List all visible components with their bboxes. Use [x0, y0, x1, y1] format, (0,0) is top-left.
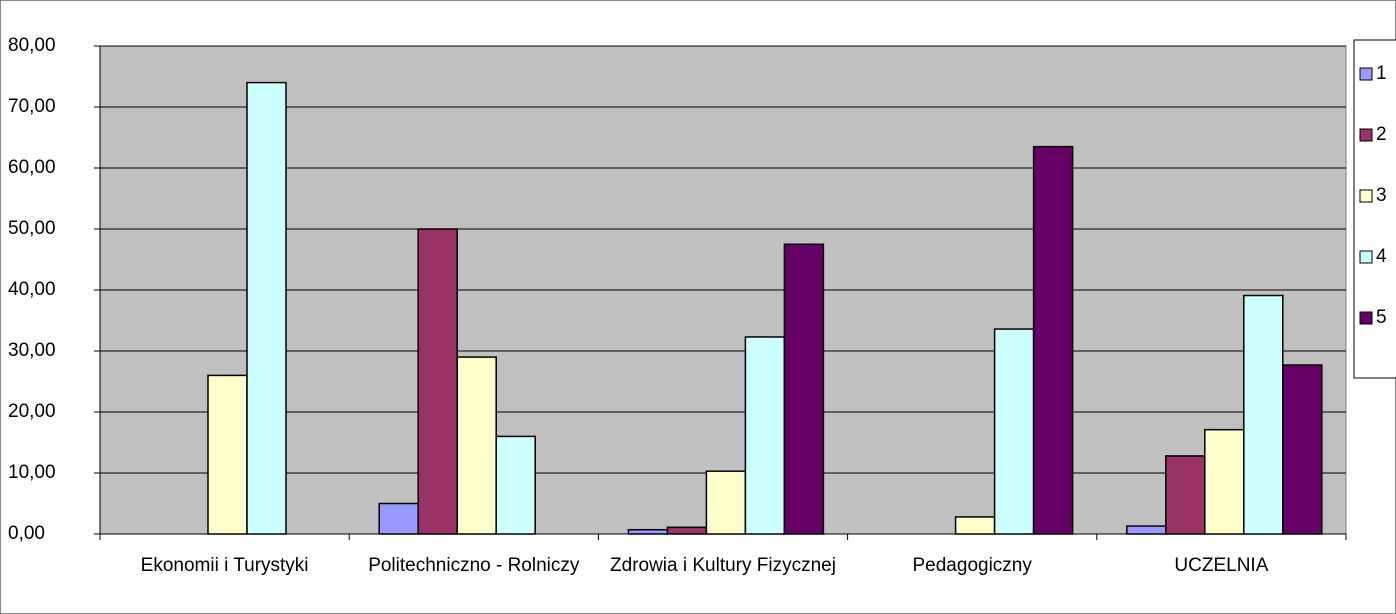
legend-swatch [1359, 311, 1373, 325]
bar [495, 435, 536, 535]
bar [783, 243, 825, 535]
y-tick-label: 10,00 [8, 462, 56, 483]
y-tick-label: 50,00 [8, 218, 56, 239]
legend-label: 2 [1376, 124, 1387, 145]
y-tick-label: 60,00 [8, 157, 56, 178]
legend-label: 5 [1376, 307, 1387, 328]
bar [705, 470, 747, 535]
bar [744, 336, 786, 535]
legend-swatch [1359, 128, 1373, 142]
bar [246, 81, 287, 535]
bar [417, 228, 458, 535]
bar [1032, 145, 1074, 535]
y-tick-label: 70,00 [8, 96, 56, 117]
bar [1282, 364, 1323, 535]
bar [954, 516, 996, 535]
x-tick-label: Zdrowia i Kultury Fizycznej [610, 555, 836, 576]
legend-label: 1 [1376, 63, 1387, 84]
bar [1243, 294, 1284, 535]
bar [1126, 525, 1167, 535]
bar [456, 356, 497, 535]
bar [627, 528, 669, 535]
legend-swatch [1359, 67, 1373, 81]
bar [993, 328, 1035, 535]
x-tick-label: Politechniczno - Rolniczy [368, 555, 580, 576]
x-tick-label: Ekonomii i Turystyki [141, 555, 309, 576]
bar [666, 526, 708, 535]
bar [1204, 428, 1245, 535]
legend-label: 4 [1376, 246, 1387, 267]
y-tick-label: 0,00 [8, 523, 45, 544]
y-tick-label: 20,00 [8, 401, 56, 422]
legend-box [1353, 39, 1396, 379]
bar [1165, 455, 1206, 535]
legend-swatch [1359, 189, 1373, 203]
legend-label: 3 [1376, 185, 1387, 206]
y-tick-label: 30,00 [8, 340, 56, 361]
x-tick-label: UCZELNIA [1174, 555, 1268, 576]
bar [378, 502, 419, 535]
x-tick-label: Pedagogiczny [913, 555, 1033, 576]
y-tick-label: 80,00 [8, 35, 56, 56]
y-tick-label: 40,00 [8, 279, 56, 300]
legend-swatch [1359, 250, 1373, 264]
bar [207, 374, 248, 535]
